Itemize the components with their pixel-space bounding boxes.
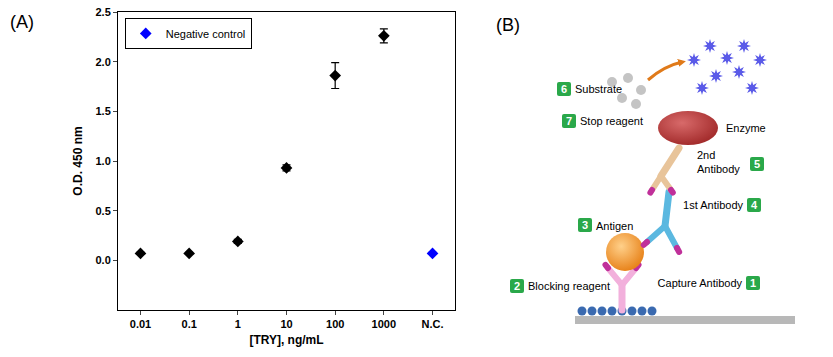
svg-text:Blocking reagent: Blocking reagent: [528, 280, 610, 292]
svg-text:Antigen: Antigen: [596, 220, 633, 232]
svg-text:10: 10: [280, 318, 292, 330]
svg-text:1st Antibody: 1st Antibody: [683, 199, 743, 211]
svg-text:Antibody: Antibody: [697, 163, 740, 175]
svg-text:2nd: 2nd: [697, 149, 715, 161]
svg-text:2.0: 2.0: [96, 56, 111, 68]
svg-text:Capture Antibody: Capture Antibody: [658, 277, 743, 289]
svg-text:Stop reagent: Stop reagent: [580, 115, 643, 127]
svg-text:2.5: 2.5: [96, 6, 111, 18]
svg-text:Negative control: Negative control: [166, 28, 246, 40]
svg-text:Enzyme: Enzyme: [726, 122, 766, 134]
svg-text:100: 100: [326, 318, 344, 330]
svg-text:N.C.: N.C.: [422, 318, 444, 330]
html-text:(A): (A): [10, 12, 34, 32]
svg-text:1.0: 1.0: [96, 155, 111, 167]
svg-text:0.5: 0.5: [96, 205, 111, 217]
svg-text:(B): (B): [496, 15, 520, 35]
svg-text:3: 3: [582, 219, 588, 231]
svg-text:1000: 1000: [372, 318, 396, 330]
svg-text:1: 1: [235, 318, 241, 330]
svg-text:0.01: 0.01: [130, 318, 151, 330]
svg-text:Substrate: Substrate: [575, 83, 622, 95]
svg-text:4: 4: [751, 199, 758, 211]
svg-text:0.1: 0.1: [182, 318, 197, 330]
svg-text:5: 5: [754, 158, 760, 170]
svg-text:O.D. 450 nm: O.D. 450 nm: [71, 126, 85, 195]
svg-text:2: 2: [514, 280, 520, 292]
svg-text:1.5: 1.5: [96, 105, 111, 117]
svg-text:6: 6: [561, 83, 567, 95]
svg-text:7: 7: [566, 115, 572, 127]
svg-text:1: 1: [750, 277, 756, 289]
svg-text:[TRY], ng/mL: [TRY], ng/mL: [249, 333, 323, 347]
svg-text:0.0: 0.0: [96, 254, 111, 266]
